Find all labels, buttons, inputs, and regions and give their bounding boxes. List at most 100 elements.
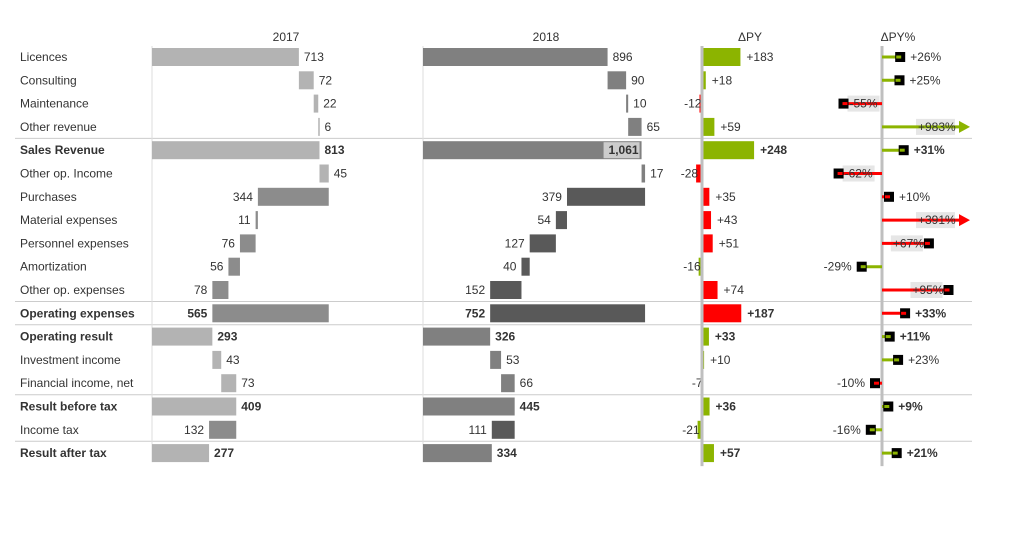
delta-label: +10: [710, 353, 731, 367]
data-label: 54: [538, 213, 552, 227]
bar-v2018: [423, 141, 642, 160]
pin-head-inner: [924, 241, 930, 245]
row-label: Operating result: [20, 330, 113, 344]
data-label: 277: [214, 446, 234, 460]
data-label: 752: [465, 306, 485, 320]
data-label: 22: [323, 97, 337, 111]
data-label: 6: [324, 120, 331, 134]
data-label: 56: [210, 260, 224, 274]
pin-head-inner: [869, 428, 875, 432]
pin-head-inner: [895, 78, 901, 82]
bar-v2018: [628, 117, 642, 136]
bar-v2018: [566, 187, 646, 206]
delta-label: -12: [684, 97, 702, 111]
delta-pct-label: +391%: [918, 213, 956, 227]
pin-head-inner: [901, 311, 907, 315]
delta-pct-label: +10%: [899, 190, 930, 204]
row-label: Operating expenses: [20, 306, 135, 320]
bar-v2017: [228, 257, 240, 276]
delta-pct-label: -55%: [850, 97, 878, 111]
delta-label: +43: [717, 213, 738, 227]
row-label: Amortization: [20, 260, 87, 274]
bar-v2018: [490, 304, 646, 323]
bar-v2017: [152, 327, 213, 346]
bar-v2017: [318, 117, 320, 136]
data-label: 53: [506, 353, 520, 367]
column-header: ΔPY: [738, 30, 762, 44]
bar-v2017: [298, 71, 314, 90]
row-label: Investment income: [20, 353, 121, 367]
bar-v2018: [491, 420, 515, 439]
bar-v2018: [423, 444, 492, 463]
row-label: Result after tax: [20, 446, 107, 460]
bar-v2018: [555, 211, 567, 230]
delta-pct-label: -29%: [824, 260, 852, 274]
bar-v2017: [152, 48, 299, 66]
delta-pct-label: +25%: [910, 73, 941, 87]
delta-label: +51: [719, 236, 740, 250]
delta-pct-label: +21%: [907, 446, 938, 460]
delta-bar: [702, 211, 712, 230]
data-label: 72: [319, 73, 333, 87]
delta-label: -16: [683, 260, 701, 274]
pin-head-inner: [860, 265, 866, 269]
data-label: 90: [631, 73, 645, 87]
delta-label: +33: [715, 330, 736, 344]
row-label: Financial income, net: [20, 376, 134, 390]
delta-pct-label: +67%: [893, 236, 924, 250]
delta-pct-label: +31%: [914, 143, 945, 157]
delta-bar: [702, 187, 710, 206]
bar-v2018: [501, 374, 515, 393]
delta-pct-label: +11%: [900, 330, 931, 344]
data-label: 65: [647, 120, 661, 134]
delta-label: -28: [681, 167, 699, 181]
bar-v2017: [239, 234, 256, 253]
delta-bar: [702, 444, 714, 463]
pin-head-inner: [892, 451, 898, 455]
pin-head-inner: [837, 172, 843, 175]
delta-bar: [702, 327, 709, 346]
bar-v2018: [490, 350, 502, 369]
row-label: Material expenses: [20, 213, 117, 227]
bar-v2017: [212, 281, 229, 299]
column-header: 2017: [273, 30, 300, 44]
data-label: 11: [238, 213, 251, 227]
delta-bar: [702, 281, 718, 299]
delta-pct-label: +33%: [915, 306, 946, 320]
column-header: ΔPY%: [881, 30, 916, 44]
bar-v2017: [313, 94, 319, 113]
delta-bar: [702, 117, 715, 136]
pin-head-inner: [894, 358, 900, 362]
data-label: 132: [184, 423, 204, 437]
bar-v2018: [529, 234, 556, 253]
bar-v2017: [209, 420, 237, 439]
delta-pct-label: +95%: [913, 283, 944, 297]
data-label: 379: [542, 190, 562, 204]
data-label: 293: [217, 330, 237, 344]
data-label: 111: [469, 423, 488, 437]
data-label: 1,061: [609, 143, 639, 157]
row-label: Other op. Income: [20, 167, 113, 181]
delta-pct-label: +9%: [898, 400, 923, 414]
row-label: Sales Revenue: [20, 143, 105, 157]
data-label: 76: [222, 236, 236, 250]
delta-bar: [697, 420, 702, 439]
row-label: Income tax: [20, 423, 79, 437]
bar-v2018: [641, 164, 646, 183]
bar-v2018: [423, 48, 608, 66]
pin-head-inner: [899, 148, 905, 152]
data-label: 565: [187, 306, 207, 320]
row-label: Other revenue: [20, 120, 97, 134]
bar-v2017: [257, 187, 329, 206]
data-label: 73: [241, 376, 255, 390]
bar-v2017: [152, 141, 320, 160]
pin-head-inner: [944, 288, 950, 292]
column-header: 2018: [533, 30, 560, 44]
delta-bar: [702, 48, 741, 66]
delta-bar: [702, 71, 706, 90]
row-label: Consulting: [20, 73, 77, 87]
data-label: 334: [497, 446, 517, 460]
data-label: 43: [226, 353, 240, 367]
